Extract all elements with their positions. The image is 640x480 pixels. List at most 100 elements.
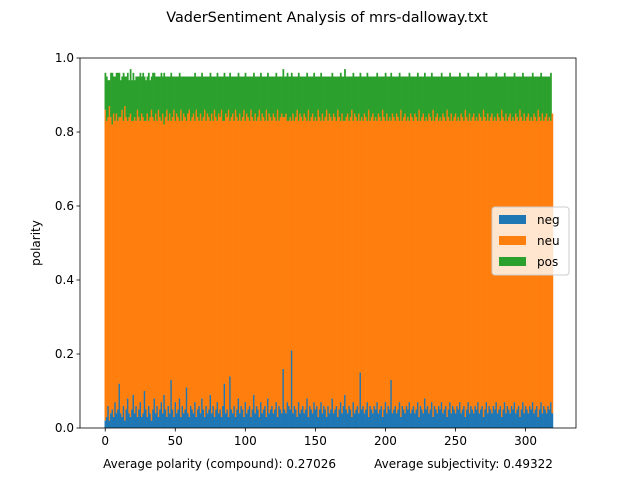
y-tick-label: 1.0 (55, 51, 74, 65)
bar-neu (383, 117, 386, 410)
chart-title: VaderSentiment Analysis of mrs-dalloway.… (166, 10, 488, 26)
bar-neu (132, 120, 135, 395)
bar-neg (444, 405, 447, 428)
bar-pos (293, 76, 296, 121)
bar-neg (330, 409, 332, 428)
bar-neu (278, 120, 281, 406)
bar-pos (400, 76, 402, 110)
bar-pos (447, 76, 450, 118)
bar-pos (359, 72, 362, 121)
bar-neg (153, 398, 156, 428)
bar-neu (314, 117, 317, 410)
bar-pos (397, 76, 400, 118)
bar-neg (257, 409, 259, 428)
bar-neu (105, 120, 108, 417)
bar-pos (422, 76, 425, 114)
bar-pos (220, 76, 223, 110)
bar-neg (456, 405, 458, 428)
bar-pos (482, 76, 485, 110)
bar-neg (211, 413, 213, 428)
bar-neg (503, 402, 506, 428)
bar-pos (452, 76, 454, 121)
bar-neu (435, 117, 437, 410)
bar-neg (250, 416, 252, 428)
bar-neu (477, 120, 479, 403)
bar-pos (196, 76, 199, 118)
bar-neu (285, 113, 288, 414)
bar-pos (432, 76, 435, 110)
bar-pos (198, 76, 201, 121)
bar-pos (166, 76, 168, 110)
bar-neu (248, 120, 251, 406)
bar-pos (409, 76, 412, 114)
bar-neu (327, 120, 330, 406)
bar-neu (114, 120, 117, 403)
bar-pos (376, 72, 379, 121)
bar-pos (443, 76, 446, 118)
bar-pos (344, 69, 346, 121)
bar-pos (509, 76, 512, 114)
bar-neg (478, 413, 481, 428)
bar-pos (380, 76, 383, 121)
bar-pos (367, 76, 370, 110)
bar-neu (182, 113, 185, 414)
bar-neg (233, 405, 236, 428)
x-tick-label: 300 (514, 434, 537, 448)
bar-neg (550, 402, 552, 428)
bar-neu (345, 117, 348, 410)
bar-neu (355, 117, 358, 410)
bar-neg (129, 416, 132, 428)
bar-pos (189, 76, 192, 121)
bar-neg (274, 409, 276, 428)
bar-neg (258, 416, 261, 428)
x-axis-ticks: 0 50 100 150 200 250 300 (101, 428, 537, 448)
bar-neg (307, 416, 310, 428)
bar-neu (135, 120, 138, 406)
bar-pos (223, 72, 226, 121)
bar-neg (174, 402, 177, 428)
bar-neu (180, 109, 182, 417)
bar-pos (419, 76, 422, 121)
bar-pos (391, 76, 394, 114)
bar-neg (454, 413, 457, 428)
bar-pos (461, 76, 464, 118)
bar-neu (488, 120, 491, 406)
bar-pos (390, 72, 393, 121)
bar-pos (348, 76, 351, 121)
bar-neg (201, 398, 203, 428)
bar-neu (239, 113, 241, 414)
bar-neg (216, 402, 219, 428)
bar-neu (168, 113, 171, 414)
bar-pos (474, 76, 477, 121)
bar-neu (381, 109, 384, 417)
bar-pos (523, 76, 526, 114)
bar-neg (225, 413, 227, 428)
bar-neu (213, 109, 216, 417)
bar-neu (468, 113, 471, 414)
bar-pos (126, 72, 129, 121)
bar-pos (541, 76, 544, 114)
bar-neg (161, 413, 164, 428)
bar-neg (117, 409, 119, 428)
bar-neu (306, 120, 309, 399)
bar-neu (325, 109, 328, 417)
bar-pos (352, 72, 355, 121)
bar-neu (318, 117, 321, 410)
bar-pos (112, 76, 115, 114)
bar-pos (537, 76, 540, 110)
bar-pos (216, 72, 219, 121)
bar-neg (398, 402, 401, 428)
bar-neu (107, 117, 110, 406)
bar-neu (454, 113, 457, 414)
bar-neg (196, 409, 199, 428)
bar-pos (506, 76, 509, 121)
bar-neu (463, 120, 465, 406)
bar-neg (316, 405, 318, 428)
bar-neg (267, 398, 269, 428)
bar-neg (443, 409, 446, 428)
bar-neu (346, 113, 349, 414)
bar-neu (240, 120, 243, 406)
bar-pos (530, 76, 533, 118)
bar-neu (142, 117, 145, 414)
bar-neg (195, 416, 198, 428)
